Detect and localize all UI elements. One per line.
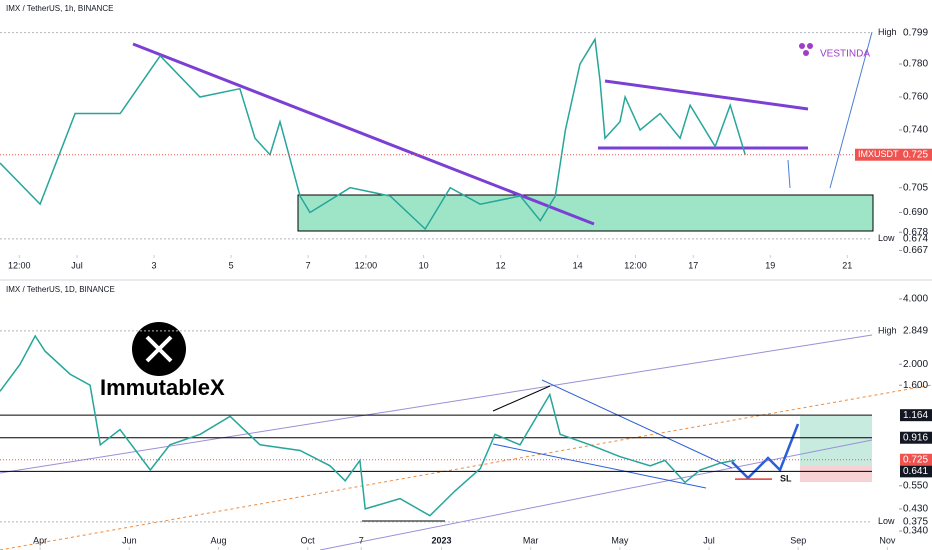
x-tick-label: Jun: [122, 535, 137, 545]
y-tick-label: 0.550: [903, 480, 928, 491]
last-price-tag: [855, 148, 932, 161]
y-tick-label: 4.000: [903, 294, 928, 305]
high-value: 0.799: [903, 27, 928, 38]
x-tick-label: 7: [306, 260, 311, 270]
y-tick-label: 0.740: [903, 125, 928, 136]
y-tick-label: 0.667: [903, 245, 928, 256]
x-tick-label: 12:00: [355, 260, 378, 270]
price-tag-label: 0.641: [903, 466, 928, 477]
x-tick-label: Sep: [790, 535, 806, 545]
watermark: VESTINDA: [820, 49, 870, 60]
arrow-up: [829, 31, 873, 189]
x-tick-label: 2023: [431, 535, 451, 545]
trendline: [132, 42, 595, 226]
watermark: ImmutableX: [100, 375, 225, 400]
vestinda-logo: [799, 43, 813, 56]
y-tick-label: 0.760: [903, 92, 928, 103]
y-tick-label: 0.430: [903, 504, 928, 515]
y-tick-label: 2.000: [903, 359, 928, 370]
channel-bottom: [319, 439, 873, 550]
y-tick-label: 0.705: [903, 182, 928, 193]
low-text: Low: [878, 233, 895, 243]
y-tick-label: 1.600: [903, 380, 928, 391]
y-tick-label: 0.340: [903, 526, 928, 537]
channel-top: [0, 334, 873, 474]
last-price-value: 0.725: [903, 454, 928, 465]
chart-title: IMX / TetherUS, 1D, BINANCE: [6, 285, 115, 294]
y-tick-label: 0.780: [903, 59, 928, 70]
x-tick-label: 10: [419, 260, 429, 270]
high-text: High: [878, 325, 897, 335]
x-tick-label: Mar: [523, 535, 539, 545]
x-tick-label: Aug: [210, 535, 226, 545]
chart-title: IMX / TetherUS, 1h, BINANCE: [6, 4, 113, 13]
x-tick-label: Oct: [301, 535, 316, 545]
risk-zone: [800, 466, 872, 482]
price-line: [0, 334, 736, 517]
x-tick-label: 12:00: [8, 260, 31, 270]
y-tick-label: 0.690: [903, 207, 928, 218]
price-tag: [900, 409, 932, 422]
x-tick-label: 5: [229, 260, 234, 270]
stop-loss-text: SL: [780, 474, 792, 484]
price-tag: [900, 431, 932, 444]
arrow-down: [787, 159, 791, 189]
logo-x: [145, 335, 173, 363]
low-text: Low: [878, 516, 895, 526]
swing-line: [492, 385, 551, 412]
price-tag-label: 1.164: [903, 410, 928, 421]
x-tick-label: Jul: [71, 260, 83, 270]
high-value: 2.849: [903, 326, 928, 337]
x-tick-label: 7: [359, 535, 364, 545]
x-tick-label: 3: [152, 260, 157, 270]
demand-zone: [297, 194, 874, 232]
target-zone: [800, 416, 872, 466]
y-tick-label: 0.678: [903, 227, 928, 238]
x-tick-label: Jul: [703, 535, 715, 545]
x-tick-label: 19: [765, 260, 775, 270]
median-line: [0, 384, 932, 550]
price-tag-label: 0.916: [903, 432, 928, 443]
last-price-tag: [900, 453, 932, 466]
x-tick-label: 12:00: [624, 260, 647, 270]
x-tick-label: Apr: [33, 535, 47, 545]
low-value: 0.375: [903, 516, 928, 527]
x-tick-label: Nov: [879, 535, 896, 545]
triangle-top: [604, 79, 809, 111]
x-tick-label: May: [611, 535, 629, 545]
x-tick-label: 12: [496, 260, 506, 270]
low-value: 0.674: [903, 234, 928, 245]
x-tick-label: 21: [842, 260, 852, 270]
price-tag: [900, 465, 932, 478]
x-tick-label: 17: [688, 260, 698, 270]
price-line: [0, 37, 746, 231]
x-tick-label: 14: [573, 260, 583, 270]
projection: [731, 423, 800, 480]
last-price-value: 0.725: [903, 149, 928, 160]
last-price-name: IMXUSDT: [858, 149, 899, 159]
wedge-top: [541, 379, 733, 469]
wedge-bottom: [492, 443, 707, 489]
high-text: High: [878, 27, 897, 37]
